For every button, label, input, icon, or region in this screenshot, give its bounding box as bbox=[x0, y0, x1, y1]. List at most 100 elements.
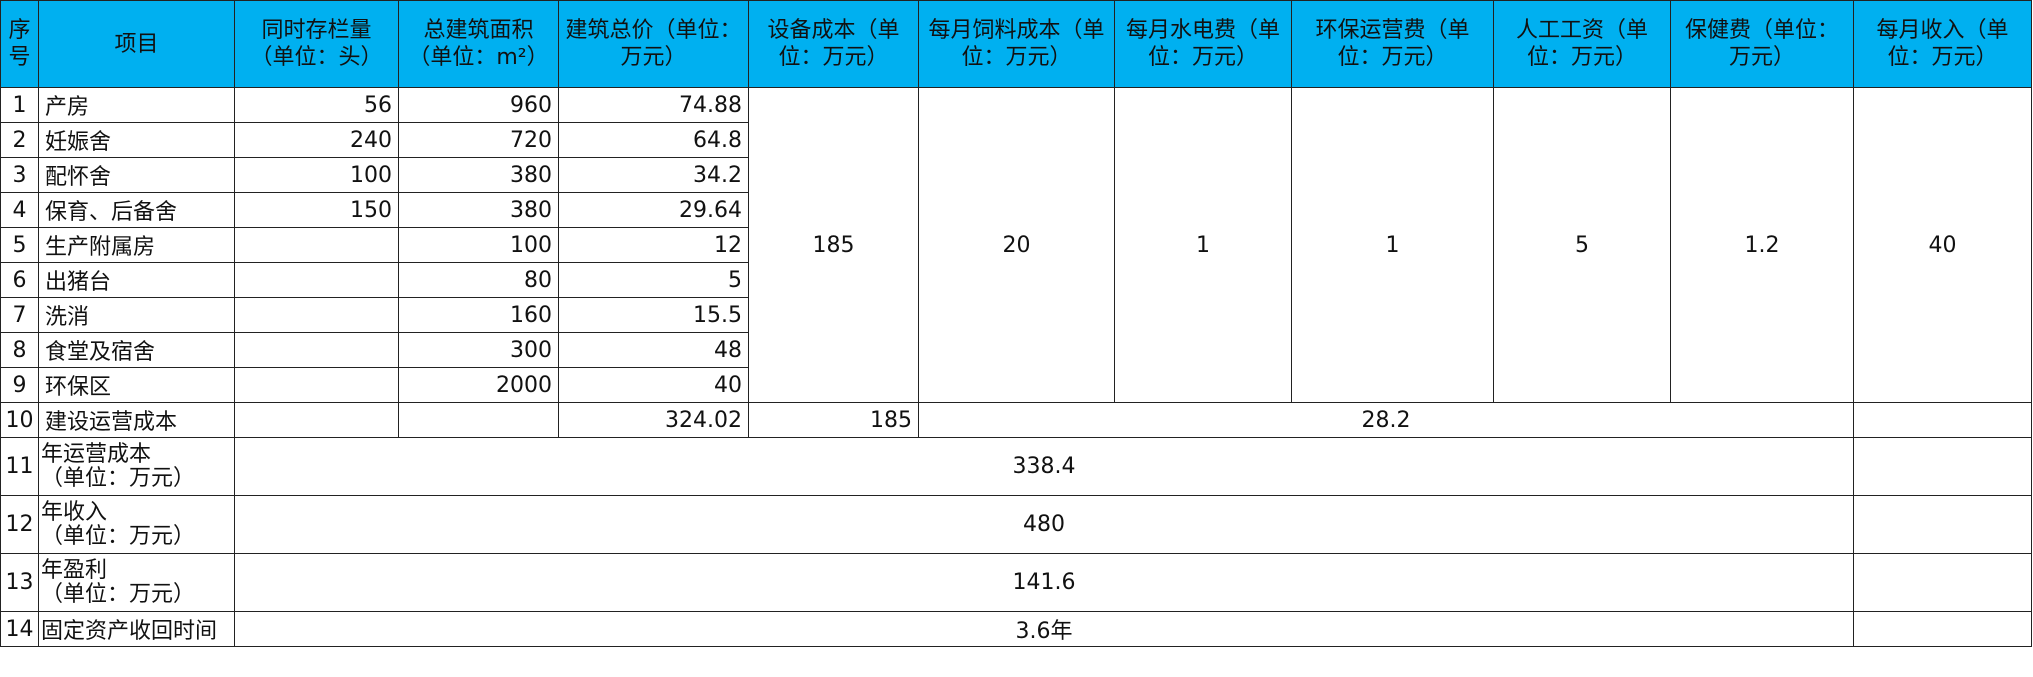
area-cell: 380 bbox=[398, 157, 559, 193]
item-label: 年运营成本 bbox=[41, 441, 152, 467]
column-header: 同时存栏量（单位：头） bbox=[234, 0, 399, 88]
column-header: 设备成本（单位：万元） bbox=[748, 0, 919, 88]
merged-equipment-cell: 185 bbox=[748, 87, 919, 403]
unit-label: （单位：万元） bbox=[41, 523, 196, 549]
row-number: 12 bbox=[0, 495, 39, 554]
row-number: 10 bbox=[0, 402, 39, 438]
summary-value: 338.4 bbox=[234, 437, 1854, 496]
column-header: 人工工资（单位：万元） bbox=[1493, 0, 1671, 88]
empty-cell bbox=[398, 402, 559, 438]
price-cell: 15.5 bbox=[558, 297, 749, 333]
merged-income-cell: 40 bbox=[1853, 87, 2032, 403]
table-row: 10 建设运营成本 324.02 185 28.2 bbox=[0, 402, 2032, 438]
table-row: 14 固定资产收回时间 3.6年 bbox=[0, 611, 2032, 647]
empty-cell bbox=[1853, 553, 2032, 612]
monthly-cost-cell: 28.2 bbox=[918, 402, 1854, 438]
empty-cell bbox=[234, 402, 399, 438]
item-name: 年盈利 （单位：万元） bbox=[38, 553, 235, 612]
area-cell: 960 bbox=[398, 87, 559, 123]
table-row: 5 生产附属房 100 12 bbox=[0, 227, 2032, 263]
column-header: 序号 bbox=[0, 0, 39, 88]
row-number: 3 bbox=[0, 157, 39, 193]
area-cell: 160 bbox=[398, 297, 559, 333]
price-cell: 5 bbox=[558, 262, 749, 298]
header-row: 序号 项目 同时存栏量（单位：头） 总建筑面积（单位：m²） 建筑总价（单位：万元） 设备… bbox=[0, 0, 2032, 88]
column-header: 建筑总价（单位：万元） bbox=[558, 0, 749, 88]
table-row: 3 配怀舍 100 380 34.2 bbox=[0, 157, 2032, 193]
summary-value: 480 bbox=[234, 495, 1854, 554]
price-cell: 29.64 bbox=[558, 192, 749, 228]
price-cell: 64.8 bbox=[558, 122, 749, 158]
stock-cell bbox=[234, 227, 399, 263]
merged-feed-cell: 20 bbox=[918, 87, 1115, 403]
equipment-cell: 185 bbox=[748, 402, 919, 438]
item-name: 出猪台 bbox=[38, 262, 235, 298]
stock-cell bbox=[234, 367, 399, 403]
row-number: 7 bbox=[0, 297, 39, 333]
item-label: 年收入 bbox=[41, 499, 108, 525]
table-row: 8 食堂及宿舍 300 48 bbox=[0, 332, 2032, 368]
unit-label: （单位：万元） bbox=[41, 581, 196, 607]
price-cell: 48 bbox=[558, 332, 749, 368]
stock-cell: 100 bbox=[234, 157, 399, 193]
item-name: 固定资产收回时间 bbox=[38, 611, 235, 647]
summary-row: 11 年运营成本 （单位：万元） 338.4 bbox=[0, 437, 2032, 496]
empty-cell bbox=[1853, 611, 2032, 647]
empty-cell bbox=[1853, 402, 2032, 438]
column-header: 每月饲料成本（单位：万元） bbox=[918, 0, 1115, 88]
row-number: 4 bbox=[0, 192, 39, 228]
column-header: 保健费（单位：万元） bbox=[1670, 0, 1854, 88]
area-cell: 100 bbox=[398, 227, 559, 263]
stock-cell bbox=[234, 332, 399, 368]
stock-cell: 240 bbox=[234, 122, 399, 158]
payback-value: 3.6年 bbox=[234, 611, 1854, 647]
table-row: 6 出猪台 80 5 bbox=[0, 262, 2032, 298]
summary-row: 13 年盈利 （单位：万元） 141.6 bbox=[0, 553, 2032, 612]
table-row: 7 洗消 160 15.5 bbox=[0, 297, 2032, 333]
price-cell: 34.2 bbox=[558, 157, 749, 193]
column-header: 项目 bbox=[38, 0, 235, 88]
row-number: 11 bbox=[0, 437, 39, 496]
empty-cell bbox=[1853, 495, 2032, 554]
item-name: 年运营成本 （单位：万元） bbox=[38, 437, 235, 496]
unit-label: （单位：万元） bbox=[41, 465, 196, 491]
empty-cell bbox=[1853, 437, 2032, 496]
summary-value: 141.6 bbox=[234, 553, 1854, 612]
price-cell: 12 bbox=[558, 227, 749, 263]
area-cell: 80 bbox=[398, 262, 559, 298]
stock-cell bbox=[234, 262, 399, 298]
item-name: 食堂及宿舍 bbox=[38, 332, 235, 368]
area-cell: 300 bbox=[398, 332, 559, 368]
item-label: 年盈利 bbox=[41, 557, 108, 583]
cost-table: 序号 项目 同时存栏量（单位：头） 总建筑面积（单位：m²） 建筑总价（单位：万元） 设备… bbox=[0, 0, 2032, 647]
summary-row: 12 年收入 （单位：万元） 480 bbox=[0, 495, 2032, 554]
row-number: 8 bbox=[0, 332, 39, 368]
item-name: 生产附属房 bbox=[38, 227, 235, 263]
item-name: 保育、后备舍 bbox=[38, 192, 235, 228]
area-cell: 720 bbox=[398, 122, 559, 158]
row-number: 5 bbox=[0, 227, 39, 263]
table-row: 1 产房 56 960 74.88 185 20 1 1 5 1.2 40 bbox=[0, 87, 2032, 403]
item-name: 妊娠舍 bbox=[38, 122, 235, 158]
row-number: 1 bbox=[0, 87, 39, 123]
row-number: 2 bbox=[0, 122, 39, 158]
merged-health-cell: 1.2 bbox=[1670, 87, 1854, 403]
column-header: 环保运营费（单位：万元） bbox=[1291, 0, 1494, 88]
merged-env-cell: 1 bbox=[1291, 87, 1494, 403]
item-name: 环保区 bbox=[38, 367, 235, 403]
stock-cell: 56 bbox=[234, 87, 399, 123]
table-row: 2 妊娠舍 240 720 64.8 bbox=[0, 122, 2032, 158]
row-number: 9 bbox=[0, 367, 39, 403]
column-header: 每月收入（单位：万元） bbox=[1853, 0, 2032, 88]
area-cell: 2000 bbox=[398, 367, 559, 403]
item-name: 配怀舍 bbox=[38, 157, 235, 193]
column-header: 总建筑面积（单位：m²） bbox=[398, 0, 559, 88]
merged-utilities-cell: 1 bbox=[1114, 87, 1292, 403]
row-number: 6 bbox=[0, 262, 39, 298]
column-header: 每月水电费（单位：万元） bbox=[1114, 0, 1292, 88]
row-number: 14 bbox=[0, 611, 39, 647]
item-name: 产房 bbox=[38, 87, 235, 123]
item-name: 洗消 bbox=[38, 297, 235, 333]
merged-labor-cell: 5 bbox=[1493, 87, 1671, 403]
price-cell: 324.02 bbox=[558, 402, 749, 438]
